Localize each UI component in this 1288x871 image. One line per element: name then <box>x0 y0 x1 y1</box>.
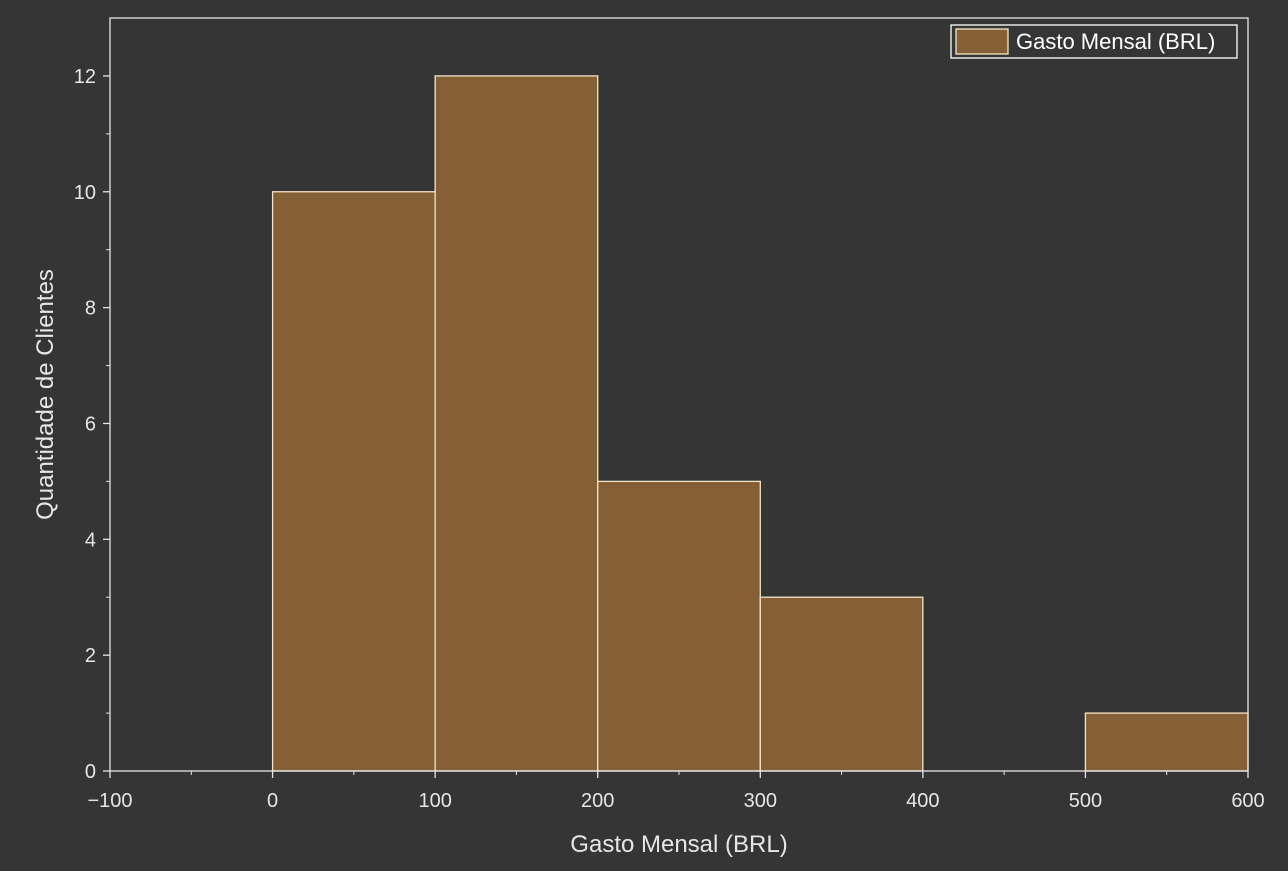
x-tick-label: 200 <box>581 790 614 812</box>
y-tick-label: 2 <box>85 645 96 667</box>
legend-entry-label: Gasto Mensal (BRL) <box>1016 29 1215 54</box>
x-tick-label: 100 <box>418 790 451 812</box>
x-tick-label: 600 <box>1231 790 1264 812</box>
histogram-bar-5 <box>1084 712 1249 772</box>
y-axis-label: Quantidade de Clientes <box>32 269 59 520</box>
x-tick-label: 0 <box>267 790 278 812</box>
histogram-bar-1 <box>434 75 599 772</box>
x-tick-label: 300 <box>744 790 777 812</box>
histogram-bar-0 <box>271 191 436 772</box>
legend-swatch <box>955 28 1009 55</box>
x-axis-label: Gasto Mensal (BRL) <box>570 831 787 858</box>
y-tick-label: 4 <box>85 529 96 551</box>
x-axis-ticks: −100 0 100 200 300 400 500 600 <box>87 771 1265 812</box>
x-tick-label: 500 <box>1069 790 1102 812</box>
histogram-bar-3 <box>759 596 924 772</box>
y-tick-label: 12 <box>74 66 96 88</box>
y-tick-label: 10 <box>74 182 96 204</box>
bars-group <box>271 75 1249 772</box>
y-axis-ticks: 0 2 4 6 8 10 12 <box>74 66 110 783</box>
y-tick-label: 0 <box>85 761 96 783</box>
histogram-bar-2 <box>597 480 761 772</box>
y-tick-label: 6 <box>85 413 96 435</box>
x-tick-label: 400 <box>906 790 939 812</box>
legend: Gasto Mensal (BRL) <box>950 24 1238 59</box>
legend-box <box>950 24 1238 59</box>
y-tick-label: 8 <box>85 298 96 320</box>
x-tick-label: −100 <box>87 790 132 812</box>
